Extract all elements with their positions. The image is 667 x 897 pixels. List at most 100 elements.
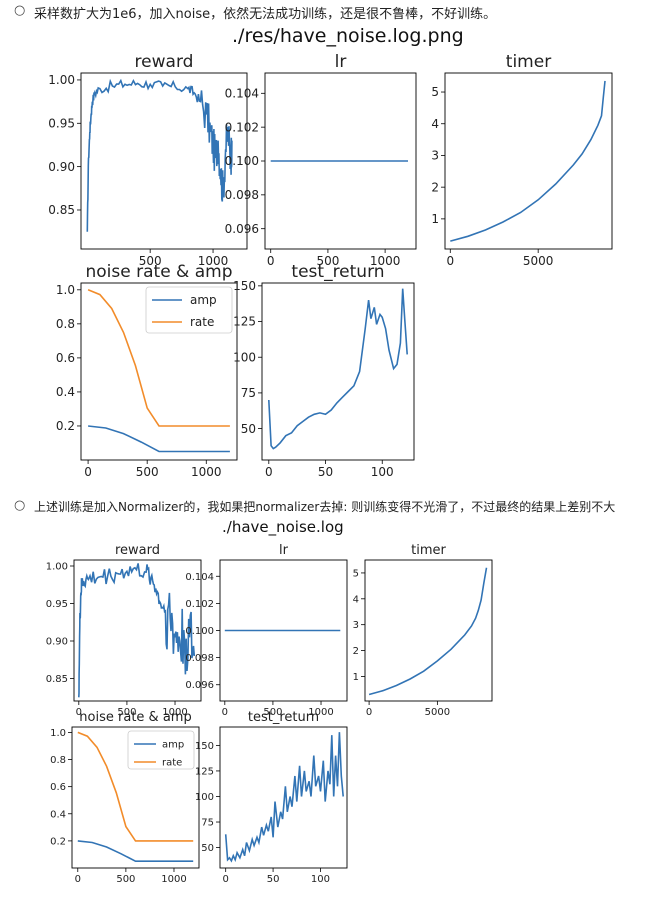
chart-title: noise rate & amp [79,710,191,725]
y-tick-label: 0.95 [46,599,68,610]
y-tick-label: 100 [195,792,214,803]
y-tick-label: 0.098 [225,188,259,202]
y-tick-label: 125 [195,766,214,777]
x-tick-label: 1000 [191,465,222,479]
y-tick-label: 4 [353,594,359,605]
bullet-icon: ○ [14,3,26,18]
figure-1-title: ./res/have_noise.log.png [232,25,464,47]
y-tick-label: 0.100 [225,154,259,168]
y-tick-label: 0.85 [48,203,75,217]
legend-label: amp [190,293,217,307]
y-tick-label: 3 [431,149,439,163]
axes-frame [80,282,238,461]
x-tick-label: 0 [446,254,454,268]
y-tick-label: 1.00 [48,73,75,87]
y-tick-label: 4 [431,117,439,131]
y-tick-label: 50 [241,422,256,436]
axes-frame [219,726,348,869]
x-tick-label: 100 [371,465,394,479]
series-line-rate [77,731,194,842]
x-tick-label: 500 [139,254,162,268]
chart-9: test_return 0 50 100 50 75 100 125 150 [195,710,348,885]
series-line-amp [88,425,230,453]
y-tick-label: 1 [431,212,439,226]
y-tick-label: 0.2 [50,836,66,847]
y-tick-label: 150 [195,741,214,752]
figure-2-title: ./have_noise.log [222,518,344,536]
y-tick-label: 75 [201,818,214,829]
x-tick-label: 0 [76,707,82,718]
x-tick-label: 0 [84,465,92,479]
x-tick-label: 500 [117,707,136,718]
x-tick-label: 1000 [162,707,187,718]
x-tick-label: 0 [265,465,273,479]
y-tick-label: 1.00 [46,562,68,573]
y-tick-label: 0.95 [48,116,75,130]
y-tick-label: 0.4 [50,809,66,820]
x-tick-label: 1000 [161,874,186,885]
x-tick-label: 100 [311,874,330,885]
x-tick-label: 1000 [370,254,401,268]
note-1-text: 采样数扩大为1e6，加入noise，依然无法成功训练，还是很不鲁棒，不好训练。 [34,7,497,22]
y-tick-label: 0.90 [46,637,68,648]
x-tick-label: 1000 [198,254,229,268]
chart-title: test_return [248,710,319,725]
chart-title: reward [115,543,160,558]
x-tick-label: 500 [116,874,135,885]
y-tick-label: 0.8 [50,755,66,766]
chart-0: reward 500 1000 0.85 0.90 0.95 1.00 [48,52,248,268]
chart-title: timer [411,543,446,558]
x-tick-label: 1000 [308,707,333,718]
x-tick-label: 5000 [425,707,450,718]
y-tick-label: 0.8 [56,317,75,331]
x-tick-label: 50 [267,874,280,885]
x-tick-label: 500 [136,465,159,479]
series-line-0 [86,78,233,232]
axes-frame [261,282,415,461]
y-tick-label: 0.2 [56,419,75,433]
y-tick-label: 0.102 [225,120,259,134]
y-tick-label: 0.098 [185,653,214,664]
x-tick-label: 0 [75,874,81,885]
axes-frame [364,559,493,702]
series-line-0 [450,80,606,242]
y-tick-label: 0.096 [185,680,214,691]
series-line-0 [224,732,344,863]
y-tick-label: 0.6 [50,782,66,793]
y-tick-label: 0.104 [225,87,259,101]
chart-title: lr [279,543,289,558]
y-tick-label: 3 [353,620,359,631]
y-tick-label: 0.096 [225,222,259,236]
axes-frame [80,72,248,250]
y-tick-label: 1 [353,672,359,683]
axes-frame [71,726,200,869]
legend-label: amp [162,740,184,751]
chart-title: lr [335,52,347,72]
y-tick-label: 50 [201,843,214,854]
chart-title: test_return [291,262,384,282]
series-line-0 [268,288,408,450]
y-tick-label: 0.6 [56,351,75,365]
chart-title: noise rate & amp [86,262,233,282]
y-tick-label: 0.104 [185,572,214,583]
x-tick-label: 0 [366,707,372,718]
chart-1: lr 0 500 1000 0.096 0.098 0.100 0.102 0.104 [225,52,417,268]
chart-4: test_return 0 50 100 50 75 100 125 150 [233,262,415,479]
x-tick-label: 0 [222,874,228,885]
y-tick-label: 1.0 [50,728,66,739]
x-tick-label: 500 [263,707,282,718]
chart-6: lr 0 500 1000 0.096 0.098 0.100 0.102 0.104 [185,543,348,718]
axes-frame [73,559,202,702]
chart-5: reward 0 500 1000 0.85 0.90 0.95 1.00 [46,543,202,718]
note-2-text: 上述训练是加入Normalizer的，我如果把normalizer去掉: 则训练… [34,500,616,514]
y-tick-label: 125 [233,315,256,329]
series-line-amp [77,840,194,863]
axes-frame [444,72,613,250]
legend-label: rate [190,315,214,329]
legend-box [127,730,195,770]
bullet-icon: ○ [14,498,26,513]
y-tick-label: 5 [431,85,439,99]
x-tick-label: 5000 [523,254,554,268]
